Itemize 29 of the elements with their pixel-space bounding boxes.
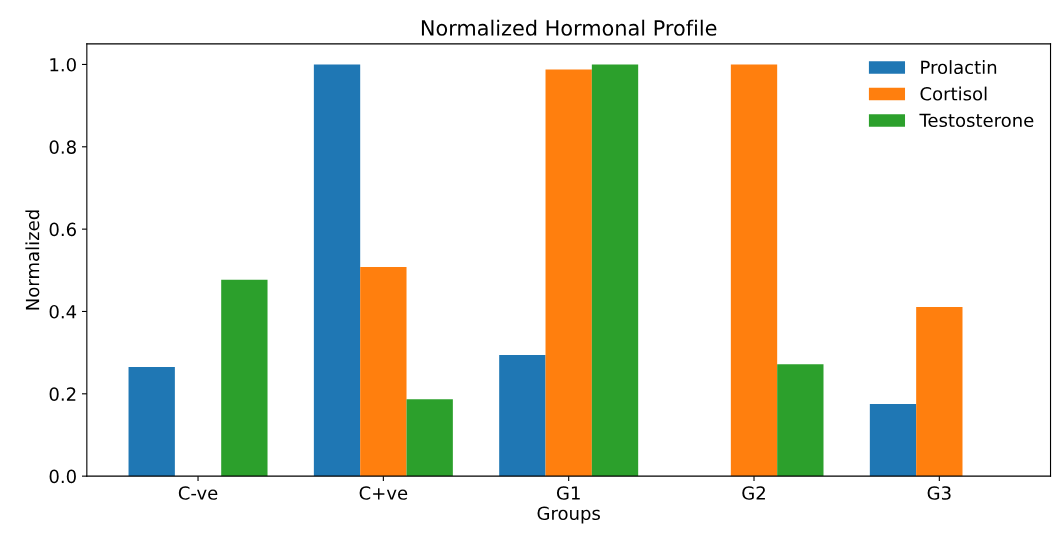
y-tick-label: 0.2 bbox=[49, 387, 76, 401]
legend-label: Cortisol bbox=[920, 86, 987, 101]
bar bbox=[730, 64, 778, 477]
x-tick-label: C+ve bbox=[359, 486, 408, 500]
bar bbox=[499, 355, 546, 477]
y-tick-label: 0.8 bbox=[49, 140, 76, 154]
y-tick-label: 0.6 bbox=[49, 222, 76, 237]
bar bbox=[360, 267, 407, 477]
bar bbox=[869, 404, 917, 477]
x-tick-label: C-ve bbox=[178, 486, 218, 500]
bar bbox=[313, 64, 361, 477]
bar bbox=[591, 64, 639, 477]
bar bbox=[545, 69, 592, 477]
x-axis-title: Groups bbox=[537, 506, 600, 524]
bar bbox=[221, 279, 268, 477]
x-tick-label: G2 bbox=[742, 486, 765, 500]
y-tick-label: 0.4 bbox=[49, 304, 77, 319]
y-tick-label: 1.0 bbox=[50, 57, 76, 72]
chart-title: Normalized Hormonal Profile bbox=[421, 19, 717, 36]
x-tick-label: G1 bbox=[556, 486, 580, 500]
y-tick-label: 0.0 bbox=[49, 469, 76, 484]
y-axis-title: Normalized bbox=[25, 210, 40, 310]
x-tick-label: G3 bbox=[927, 486, 951, 500]
legend-label: Prolactin bbox=[921, 60, 997, 75]
bar bbox=[777, 364, 824, 477]
bar bbox=[916, 306, 963, 477]
bar bbox=[406, 399, 453, 477]
bar bbox=[128, 367, 175, 477]
legend-label: Testosterone bbox=[919, 113, 1034, 128]
